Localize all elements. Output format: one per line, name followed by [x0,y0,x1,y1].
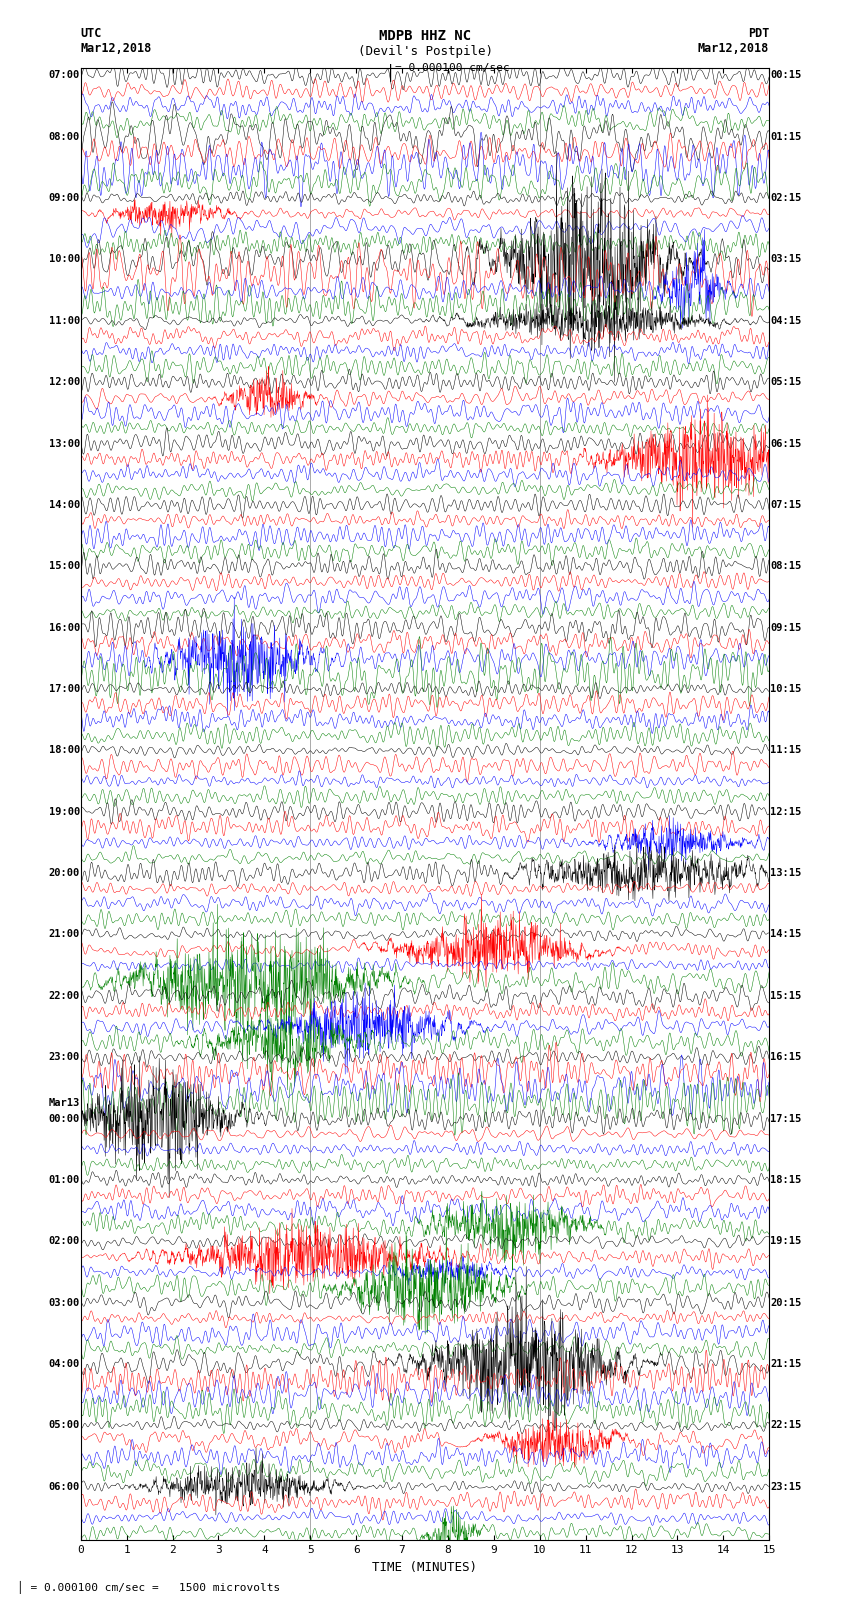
Text: = 0.000100 cm/sec: = 0.000100 cm/sec [395,63,510,73]
Text: 04:00: 04:00 [48,1360,80,1369]
Text: 23:15: 23:15 [770,1482,802,1492]
Text: 06:15: 06:15 [770,439,802,448]
Text: 07:00: 07:00 [48,71,80,81]
Text: Mar12,2018: Mar12,2018 [698,42,769,55]
Text: 05:00: 05:00 [48,1421,80,1431]
Text: (Devil's Postpile): (Devil's Postpile) [358,45,492,58]
Text: 17:00: 17:00 [48,684,80,694]
Text: 00:15: 00:15 [770,71,802,81]
Text: 18:00: 18:00 [48,745,80,755]
X-axis label: TIME (MINUTES): TIME (MINUTES) [372,1561,478,1574]
Text: 21:15: 21:15 [770,1360,802,1369]
Text: 19:00: 19:00 [48,806,80,816]
Text: 22:00: 22:00 [48,990,80,1000]
Text: 01:15: 01:15 [770,132,802,142]
Text: MDPB HHZ NC: MDPB HHZ NC [379,29,471,44]
Text: UTC: UTC [81,27,102,40]
Text: 06:00: 06:00 [48,1482,80,1492]
Text: 16:00: 16:00 [48,623,80,632]
Text: 23:00: 23:00 [48,1052,80,1063]
Text: PDT: PDT [748,27,769,40]
Text: 13:00: 13:00 [48,439,80,448]
Text: 01:00: 01:00 [48,1174,80,1186]
Text: │: │ [387,63,395,81]
Text: 03:15: 03:15 [770,255,802,265]
Text: 05:15: 05:15 [770,377,802,387]
Text: 11:00: 11:00 [48,316,80,326]
Text: 18:15: 18:15 [770,1174,802,1186]
Text: 21:00: 21:00 [48,929,80,939]
Text: 15:15: 15:15 [770,990,802,1000]
Text: 11:15: 11:15 [770,745,802,755]
Text: 10:00: 10:00 [48,255,80,265]
Text: 13:15: 13:15 [770,868,802,877]
Text: 04:15: 04:15 [770,316,802,326]
Text: 07:15: 07:15 [770,500,802,510]
Text: 03:00: 03:00 [48,1297,80,1308]
Text: 17:15: 17:15 [770,1113,802,1124]
Text: 19:15: 19:15 [770,1236,802,1247]
Text: 20:00: 20:00 [48,868,80,877]
Text: 08:15: 08:15 [770,561,802,571]
Text: 02:15: 02:15 [770,194,802,203]
Text: 12:00: 12:00 [48,377,80,387]
Text: 09:15: 09:15 [770,623,802,632]
Text: 10:15: 10:15 [770,684,802,694]
Text: 14:00: 14:00 [48,500,80,510]
Text: 16:15: 16:15 [770,1052,802,1063]
Text: Mar13: Mar13 [48,1098,80,1108]
Text: │ = 0.000100 cm/sec =   1500 microvolts: │ = 0.000100 cm/sec = 1500 microvolts [17,1581,280,1594]
Text: 20:15: 20:15 [770,1297,802,1308]
Text: Mar12,2018: Mar12,2018 [81,42,152,55]
Text: 14:15: 14:15 [770,929,802,939]
Text: 02:00: 02:00 [48,1236,80,1247]
Text: 12:15: 12:15 [770,806,802,816]
Text: 15:00: 15:00 [48,561,80,571]
Text: 00:00: 00:00 [48,1113,80,1124]
Text: 09:00: 09:00 [48,194,80,203]
Text: 22:15: 22:15 [770,1421,802,1431]
Text: 08:00: 08:00 [48,132,80,142]
